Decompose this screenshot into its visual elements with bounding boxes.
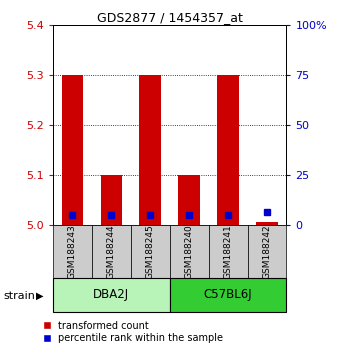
Bar (170, 225, 209, 278)
Bar (248, 225, 286, 278)
Text: GSM188243: GSM188243 (68, 224, 77, 279)
Text: GSM188241: GSM188241 (224, 224, 233, 279)
Bar (139, 75, 161, 225)
Bar (131, 225, 170, 278)
Text: GSM188240: GSM188240 (184, 224, 194, 279)
Bar (53, 278, 170, 312)
Text: GSM188245: GSM188245 (146, 224, 155, 279)
Text: C57BL6J: C57BL6J (204, 288, 252, 301)
Bar (178, 175, 200, 225)
Title: GDS2877 / 1454357_at: GDS2877 / 1454357_at (97, 11, 242, 24)
Text: strain: strain (3, 291, 35, 301)
Bar (101, 175, 122, 225)
Bar (92, 225, 131, 278)
Legend: transformed count, percentile rank within the sample: transformed count, percentile rank withi… (39, 317, 227, 347)
Bar (170, 278, 286, 312)
Bar (217, 75, 239, 225)
Bar (256, 222, 278, 225)
Bar (53, 225, 92, 278)
Text: GSM188242: GSM188242 (263, 224, 271, 279)
Bar (209, 225, 248, 278)
Bar (62, 75, 83, 225)
Text: ▶: ▶ (36, 291, 43, 301)
Text: GSM188244: GSM188244 (107, 224, 116, 279)
Text: DBA2J: DBA2J (93, 288, 129, 301)
